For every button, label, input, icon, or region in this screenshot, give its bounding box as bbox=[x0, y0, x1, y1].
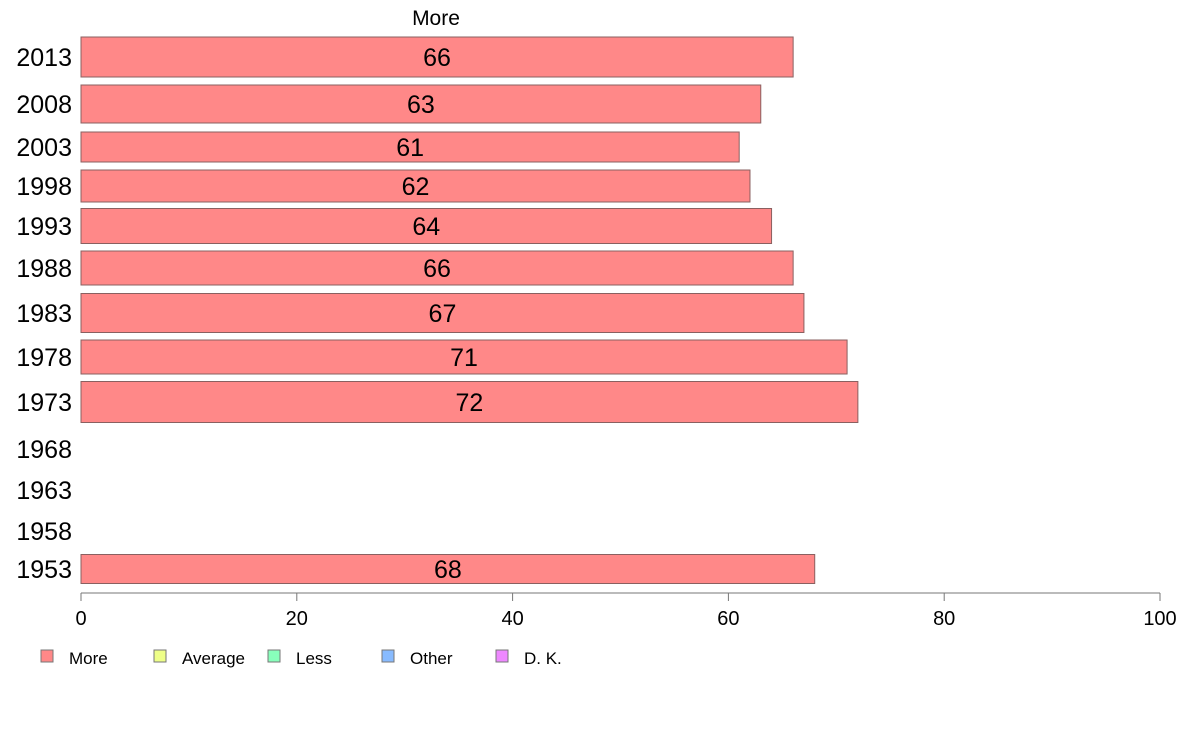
year-label-1978: 1978 bbox=[16, 344, 72, 372]
x-tick-label-80: 80 bbox=[933, 608, 955, 630]
bar-2013 bbox=[80, 36, 794, 78]
bar-2003 bbox=[80, 131, 740, 163]
year-label-2013: 2013 bbox=[16, 44, 72, 72]
labels-layer: 2013 66 2008 63 2003 61 1998 62 1993 64 1988 66 1983… bbox=[16, 44, 483, 584]
legend-label-less: Less bbox=[296, 649, 332, 668]
year-label-1963: 1963 bbox=[16, 477, 72, 505]
legend-swatch-other bbox=[381, 649, 395, 663]
value-label-1973: 72 bbox=[456, 389, 484, 417]
x-tick-label-0: 0 bbox=[75, 608, 86, 630]
value-label-1978: 71 bbox=[450, 344, 478, 372]
year-label-1958: 1958 bbox=[16, 518, 72, 546]
x-tick-label-40: 40 bbox=[501, 608, 523, 630]
x-tick-label-100: 100 bbox=[1143, 608, 1176, 630]
bar-1978 bbox=[80, 339, 848, 375]
bars-layer bbox=[80, 36, 859, 584]
value-label-2013: 66 bbox=[423, 44, 451, 72]
value-label-1953: 68 bbox=[434, 556, 462, 584]
value-label-1993: 64 bbox=[412, 213, 440, 241]
legend-swatch-more bbox=[40, 649, 54, 663]
bar-1983 bbox=[80, 293, 805, 333]
year-label-1968: 1968 bbox=[16, 436, 72, 464]
legend-swatch-dk bbox=[495, 649, 509, 663]
legend-label-dk: D. K. bbox=[524, 649, 562, 668]
x-axis: 0 20 40 60 80 100 bbox=[75, 592, 1177, 630]
year-label-2003: 2003 bbox=[16, 134, 72, 162]
value-label-1988: 66 bbox=[423, 255, 451, 283]
value-label-1998: 62 bbox=[402, 173, 430, 201]
legend-label-more: More bbox=[69, 649, 108, 668]
x-tick-label-60: 60 bbox=[717, 608, 739, 630]
bar-1998 bbox=[80, 169, 751, 203]
x-tick-label-20: 20 bbox=[286, 608, 308, 630]
value-label-2003: 61 bbox=[396, 134, 424, 162]
bar-1973 bbox=[80, 381, 859, 423]
year-label-1998: 1998 bbox=[16, 173, 72, 201]
bar-1988 bbox=[80, 250, 794, 286]
legend-label-other: Other bbox=[410, 649, 453, 668]
year-label-1983: 1983 bbox=[16, 300, 72, 328]
legend-label-average: Average bbox=[182, 649, 245, 668]
bar-1993 bbox=[80, 208, 773, 244]
bar-1953 bbox=[80, 554, 816, 584]
legend-swatch-less bbox=[267, 649, 281, 663]
legend: More Average Less Other D. K. bbox=[40, 649, 562, 668]
year-label-1988: 1988 bbox=[16, 255, 72, 283]
bar-2008 bbox=[80, 84, 762, 124]
year-label-2008: 2008 bbox=[16, 91, 72, 119]
legend-swatch-average bbox=[153, 649, 167, 663]
series-title: More bbox=[412, 7, 460, 30]
value-label-2008: 63 bbox=[407, 91, 435, 119]
value-label-1983: 67 bbox=[429, 300, 457, 328]
year-label-1973: 1973 bbox=[16, 389, 72, 417]
year-label-1993: 1993 bbox=[16, 213, 72, 241]
year-label-1953: 1953 bbox=[16, 556, 72, 584]
